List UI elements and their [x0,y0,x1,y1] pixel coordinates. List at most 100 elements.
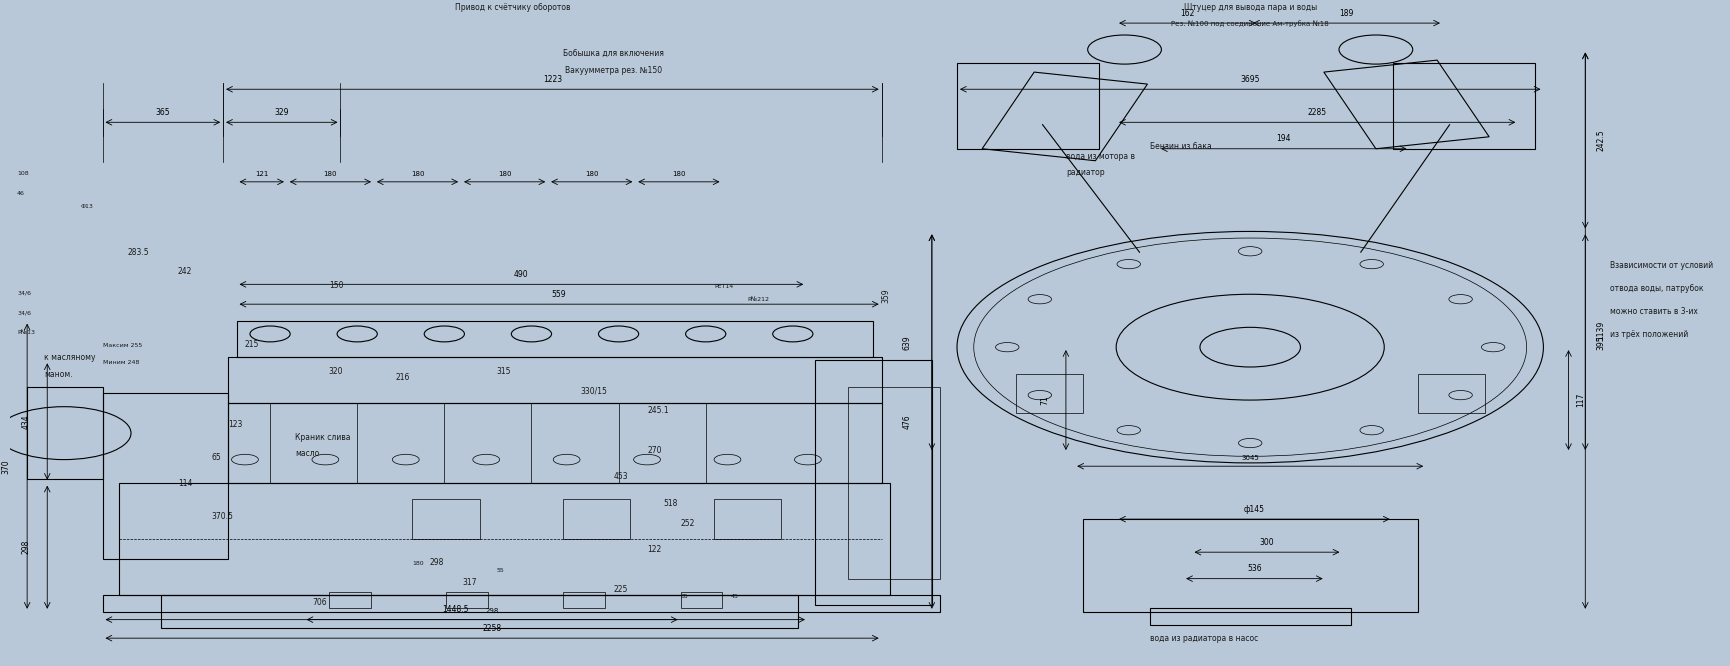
Bar [228,357,882,404]
Text: 1448.5: 1448.5 [441,605,469,614]
Text: 194: 194 [1277,135,1291,143]
Text: Максим 255: Максим 255 [102,343,142,348]
Text: 122: 122 [647,545,661,554]
Text: 3045: 3045 [1242,455,1259,461]
FancyArrowPatch shape [1043,125,1140,252]
Text: 180: 180 [498,170,512,176]
Text: Бобышка для включения: Бобышка для включения [562,49,664,58]
Bar [237,321,874,357]
Text: 283.5: 283.5 [128,248,149,256]
Text: можно ставить в 3-их: можно ставить в 3-их [1611,307,1699,316]
Text: Φ13: Φ13 [81,204,93,209]
Text: масло: масло [296,450,320,458]
Bar [680,592,723,609]
Text: Взависимости от условий: Взависимости от условий [1611,261,1713,270]
Text: 476: 476 [903,414,912,429]
Text: 117: 117 [1576,393,1585,407]
Bar [161,595,798,628]
Bar [28,387,102,480]
Bar [1150,609,1351,625]
Text: 180: 180 [673,170,685,176]
Bar [1083,519,1419,611]
Text: 2285: 2285 [1308,108,1327,117]
Bar [714,500,780,539]
Text: 706: 706 [311,598,327,607]
Text: 370: 370 [2,459,10,474]
Bar [983,72,1147,161]
Text: 123: 123 [228,420,242,428]
Text: 298: 298 [21,540,31,554]
Bar [119,483,889,595]
Bar [1323,60,1490,149]
Text: 490: 490 [514,270,529,279]
Text: 3695: 3695 [1240,75,1259,84]
Text: 189: 189 [1339,9,1355,18]
Bar [957,63,1100,149]
Text: 453: 453 [614,472,628,482]
Text: 108: 108 [17,171,29,176]
Bar [848,387,939,579]
Bar [1393,63,1535,149]
Text: 242.5: 242.5 [1597,130,1605,151]
Text: 225: 225 [614,585,628,594]
Text: 434: 434 [21,414,31,429]
Text: 1223: 1223 [543,75,562,84]
Bar [102,394,228,559]
Text: Краник слива: Краник слива [296,433,351,442]
Text: ф145: ф145 [1244,505,1265,514]
Text: 114: 114 [178,479,192,488]
Text: вода из радиатора в насос: вода из радиатора в насос [1150,635,1258,643]
Text: Р№13: Р№13 [17,330,35,335]
Text: 242: 242 [178,268,192,276]
Text: из трёх положений: из трёх положений [1611,330,1688,339]
Bar [1419,374,1484,414]
Text: отвода воды, патрубок: отвода воды, патрубок [1611,284,1704,293]
Bar [102,595,939,611]
Text: 55: 55 [497,568,503,573]
Text: Вакуумметра рез. №150: Вакуумметра рез. №150 [566,66,663,75]
Bar [446,592,488,609]
Text: 150: 150 [329,280,343,290]
Bar [329,592,370,609]
Text: 180: 180 [324,170,337,176]
Text: вода из мотора в: вода из мотора в [1066,152,1135,161]
Text: 359: 359 [882,288,891,303]
Text: Миним 248: Миним 248 [102,360,138,365]
Bar [815,360,932,605]
Text: 317: 317 [462,578,477,587]
Text: Р№212: Р№212 [747,297,770,302]
Text: 1139: 1139 [1597,321,1605,340]
Text: радиатор: радиатор [1066,168,1104,177]
Text: 270: 270 [647,446,661,455]
Text: 180: 180 [585,170,599,176]
Bar [1016,374,1083,414]
Text: 559: 559 [552,290,566,299]
Text: 329: 329 [275,108,289,117]
Text: 252: 252 [680,519,695,527]
Text: 330/15: 330/15 [580,386,607,396]
Text: 34/6: 34/6 [17,290,31,295]
Text: 34/6: 34/6 [17,310,31,315]
Text: 395: 395 [1597,335,1605,350]
Text: 370.5: 370.5 [211,512,234,521]
Text: 71: 71 [1040,395,1048,405]
Text: Рез. №100 под соединение Ам-трубка №18: Рез. №100 под соединение Ам-трубка №18 [1171,21,1329,27]
Text: Бензин из бака: Бензин из бака [1150,142,1211,151]
Text: 639: 639 [903,335,912,350]
Bar [564,500,630,539]
Bar [412,500,479,539]
Text: 65: 65 [211,453,221,462]
Text: 180: 180 [410,170,424,176]
Text: 518: 518 [664,499,678,508]
Text: 121: 121 [254,170,268,176]
Bar [564,592,606,609]
Text: 298: 298 [486,608,498,614]
Text: 85: 85 [680,595,689,599]
FancyArrowPatch shape [1362,125,1450,252]
Text: 2258: 2258 [483,624,502,633]
Text: 46: 46 [17,191,24,196]
Bar [228,404,882,483]
Text: 320: 320 [329,366,343,376]
Text: к масляному: к масляному [43,354,95,362]
Text: 245.1: 245.1 [647,406,670,416]
